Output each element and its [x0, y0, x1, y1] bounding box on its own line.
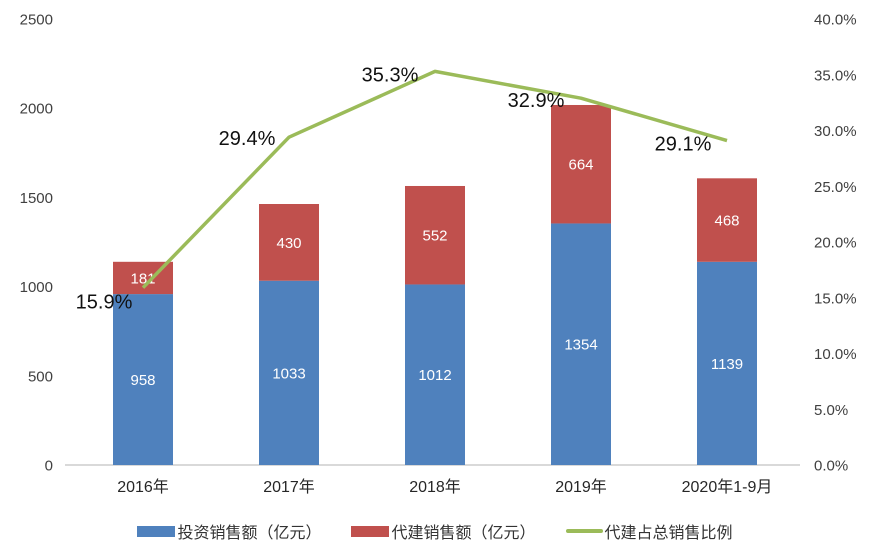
bar-value-label: 958: [130, 372, 155, 389]
legend-label: 投资销售额（亿元）: [177, 525, 322, 542]
legend-label: 代建销售额（亿元）: [391, 525, 536, 542]
bar-segment-agency: [405, 185, 465, 285]
bar-value-label: 552: [422, 228, 447, 245]
x-axis-category-label: 2017年: [263, 478, 315, 496]
bar-value-label: 430: [276, 235, 301, 252]
left-axis-tick-label: 1500: [20, 190, 53, 207]
line-point-label: 29.1%: [655, 134, 712, 156]
right-axis-tick-label: 10.0%: [814, 346, 857, 363]
right-axis-tick-label: 20.0%: [814, 235, 857, 252]
right-axis-tick-label: 35.0%: [814, 67, 857, 84]
line-point-label: 35.3%: [362, 64, 419, 86]
line-point-label: 29.4%: [219, 128, 276, 150]
right-axis-tick-label: 5.0%: [814, 402, 848, 419]
bar-value-label: 1139: [711, 356, 743, 373]
x-axis-category-label: 2020年1-9月: [682, 478, 773, 496]
bar-segment-invest: [697, 261, 757, 465]
bar-segment-invest: [405, 284, 465, 465]
line-point-label: 32.9%: [508, 90, 565, 112]
line-point-label: 15.9%: [76, 292, 133, 314]
chart-legend: 投资销售额（亿元） 代建销售额（亿元） 代建占总销售比例: [0, 518, 870, 544]
right-axis-tick-label: 0.0%: [814, 458, 848, 475]
bar-segment-agency: [551, 104, 611, 224]
bar-value-label: 1354: [564, 337, 597, 354]
right-axis-tick-label: 25.0%: [814, 179, 857, 196]
legend-item: 代建占总销售比例: [565, 519, 733, 543]
bar-segment-invest: [551, 223, 611, 465]
legend-color-swatch: [351, 525, 390, 537]
left-axis-tick-label: 1000: [20, 279, 53, 296]
right-axis-tick-label: 40.0%: [814, 12, 857, 29]
bar-value-label: 468: [714, 213, 739, 230]
bar-segment-invest: [259, 280, 319, 465]
x-axis-category-label: 2019年: [555, 478, 607, 496]
bar-segment-agency: [697, 178, 757, 262]
right-axis-tick-label: 15.0%: [814, 290, 857, 307]
bar-segment-agency: [259, 204, 319, 281]
legend-label: 代建占总销售比例: [604, 525, 733, 542]
left-axis-tick-label: 2000: [20, 101, 53, 118]
left-axis-tick-label: 0: [45, 458, 53, 475]
legend-line-swatch: [565, 529, 603, 533]
ratio-line: [141, 69, 728, 289]
bar-segment-invest: [113, 294, 173, 465]
x-axis-category-label: 2018年: [409, 478, 461, 496]
legend-item: 投资销售额（亿元）: [137, 519, 321, 543]
bar-value-label: 664: [568, 157, 593, 174]
left-axis-tick-label: 2500: [20, 12, 53, 29]
left-axis-tick-label: 500: [28, 368, 53, 385]
bar-value-label: 1033: [272, 365, 305, 382]
legend-item: 代建销售额（亿元）: [351, 519, 536, 543]
legend-color-swatch: [137, 525, 176, 537]
x-axis-category-label: 2016年: [117, 478, 169, 496]
right-axis-tick-label: 30.0%: [814, 123, 857, 140]
bar-value-label: 1012: [418, 367, 451, 384]
